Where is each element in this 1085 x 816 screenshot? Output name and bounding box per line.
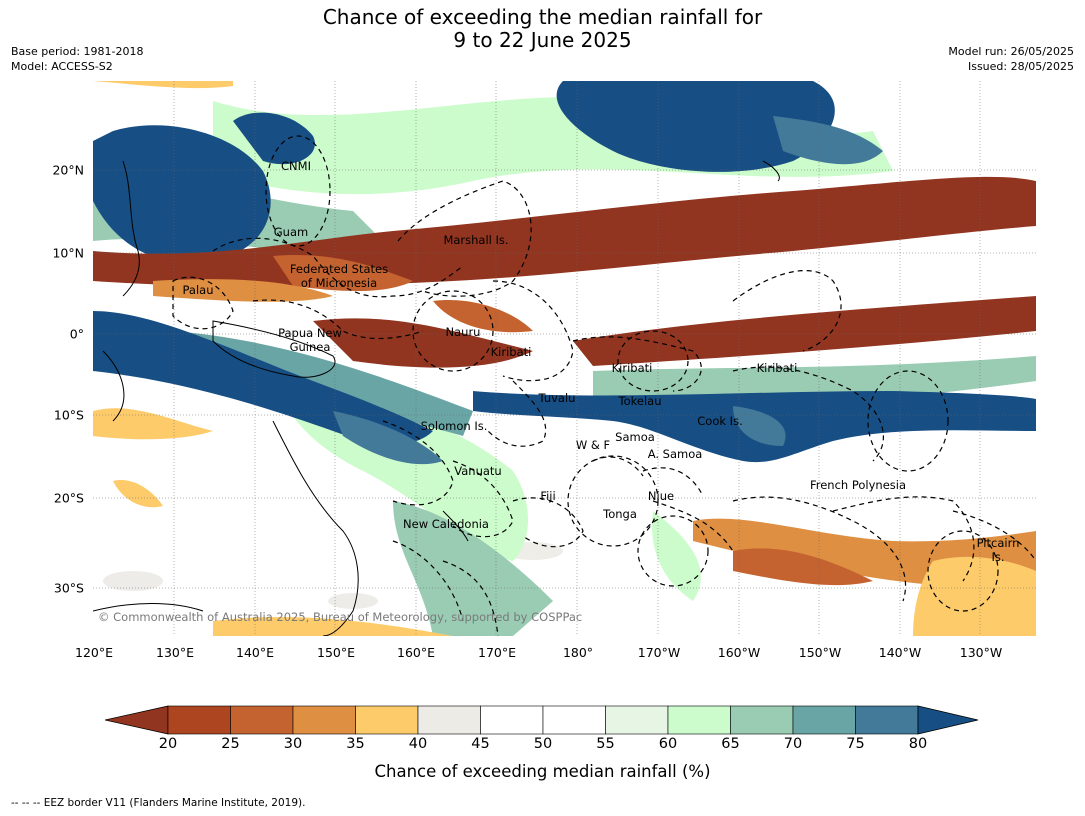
label-vanuatu: Vanuatu <box>454 464 502 478</box>
label-kiribati-west: Kiribati <box>490 345 532 359</box>
lon-tick: 180° <box>562 645 594 660</box>
colorbar-segment <box>167 705 231 735</box>
model-name: Model: ACCESS-S2 <box>11 60 113 73</box>
lon-tick: 160°E <box>396 645 436 660</box>
lat-tick: 20°S <box>53 490 84 506</box>
label-png: Papua New Guinea <box>278 326 342 354</box>
lat-tick: 30°S <box>53 580 84 596</box>
label-american-samoa: A. Samoa <box>647 447 703 461</box>
lon-tick: 160°W <box>717 645 761 660</box>
lon-tick: 170°W <box>637 645 681 660</box>
colorbar <box>105 705 979 735</box>
colorbar-segment <box>480 705 544 735</box>
colorbar-over-arrow <box>917 705 979 735</box>
colorbar-tick-label: 65 <box>721 736 740 752</box>
colorbar-segment <box>355 705 419 735</box>
label-cnmi: CNMI <box>281 159 311 173</box>
meta-left: Base period: 1981-2018 Model: ACCESS-S2 <box>11 44 143 74</box>
lon-tick: 170°E <box>477 645 517 660</box>
label-samoa: Samoa <box>615 430 655 444</box>
lon-tick: 130°E <box>155 645 195 660</box>
colorbar-tick-label: 30 <box>283 736 303 752</box>
colorbar-segment <box>605 705 669 735</box>
label-kiribati-east: Kiribati <box>756 361 798 375</box>
lat-tick: 0° <box>69 326 84 342</box>
colorbar-tick-label: 55 <box>596 736 615 752</box>
meta-right: Model run: 26/05/2025 Issued: 28/05/2025 <box>948 44 1074 74</box>
map-canvas <box>93 81 1036 636</box>
colorbar-segment <box>855 705 919 735</box>
label-palau: Palau <box>182 283 214 297</box>
colorbar-tick-label: 35 <box>346 736 365 752</box>
colorbar-tick-label: 70 <box>783 736 803 752</box>
label-guam: Guam <box>273 225 309 239</box>
lat-tick: 10°S <box>53 407 84 423</box>
title-line-2: 9 to 22 June 2025 <box>453 28 632 52</box>
colorbar-segment <box>667 705 731 735</box>
colorbar-segment <box>292 705 356 735</box>
label-pitcairn: Pitcairn Is. <box>976 536 1020 564</box>
label-new-caledonia: New Caledonia <box>403 517 489 531</box>
lon-tick: 150°W <box>798 645 842 660</box>
colorbar-tick-label: 40 <box>408 736 428 752</box>
lon-tick: 130°W <box>959 645 1003 660</box>
label-wf: W & F <box>575 438 611 452</box>
model-run: Model run: 26/05/2025 <box>948 45 1074 58</box>
label-tokelau: Tokelau <box>618 394 662 408</box>
label-solomon: Solomon Is. <box>420 419 488 433</box>
eez-borders <box>172 135 1036 636</box>
label-cook: Cook Is. <box>697 414 743 428</box>
issued-date: Issued: 28/05/2025 <box>967 60 1074 73</box>
lon-tick: 150°E <box>316 645 356 660</box>
rainfall-map: CNMI Guam Marshall Is. Federated States … <box>93 81 1036 636</box>
colorbar-tick-label: 60 <box>658 736 678 752</box>
copyright-notice: © Commonwealth of Australia 2025, Bureau… <box>98 610 583 624</box>
eez-footnote: -- -- -- EEZ border V11 (Flanders Marine… <box>11 797 306 809</box>
colorbar-under-arrow <box>105 705 169 735</box>
coastlines <box>93 160 780 636</box>
label-tonga: Tonga <box>603 507 637 521</box>
colorbar-segment <box>542 705 606 735</box>
dry-bands <box>93 81 1036 636</box>
title-line-1: Chance of exceeding the median rainfall … <box>322 5 763 29</box>
lon-tick: 140°E <box>235 645 275 660</box>
chart-title: Chance of exceeding the median rainfall … <box>0 6 1085 52</box>
colorbar-segment <box>730 705 794 735</box>
label-fiji: Fiji <box>540 489 556 503</box>
colorbar-tick-label: 25 <box>221 736 240 752</box>
colorbar-segment <box>792 705 856 735</box>
colorbar-tick-label: 75 <box>846 736 865 752</box>
label-nauru: Nauru <box>445 325 481 339</box>
colorbar-label: Chance of exceeding median rainfall (%) <box>374 762 711 781</box>
colorbar-tick-label: 50 <box>533 736 553 752</box>
colorbar-tick-label: 80 <box>908 736 928 752</box>
colorbar-tick-label: 20 <box>158 736 178 752</box>
colorbar-segment <box>230 705 294 735</box>
label-fsm: Federated States of Micronesia <box>289 262 389 290</box>
lon-tick: 140°W <box>878 645 922 660</box>
lon-tick: 120°E <box>74 645 114 660</box>
colorbar-tick-label: 45 <box>471 736 490 752</box>
graticule <box>93 81 1036 636</box>
lat-tick: 10°N <box>52 245 84 261</box>
lat-tick: 20°N <box>52 162 84 178</box>
label-tuvalu: Tuvalu <box>538 391 576 405</box>
colorbar-segment <box>417 705 481 735</box>
wet-areas <box>93 81 1036 465</box>
label-french-polynesia: French Polynesia <box>809 478 907 492</box>
label-marshall: Marshall Is. <box>443 233 509 247</box>
base-period: Base period: 1981-2018 <box>11 45 144 58</box>
label-niue: Niue <box>647 489 675 503</box>
label-kiribati-central: Kiribati <box>611 361 653 375</box>
